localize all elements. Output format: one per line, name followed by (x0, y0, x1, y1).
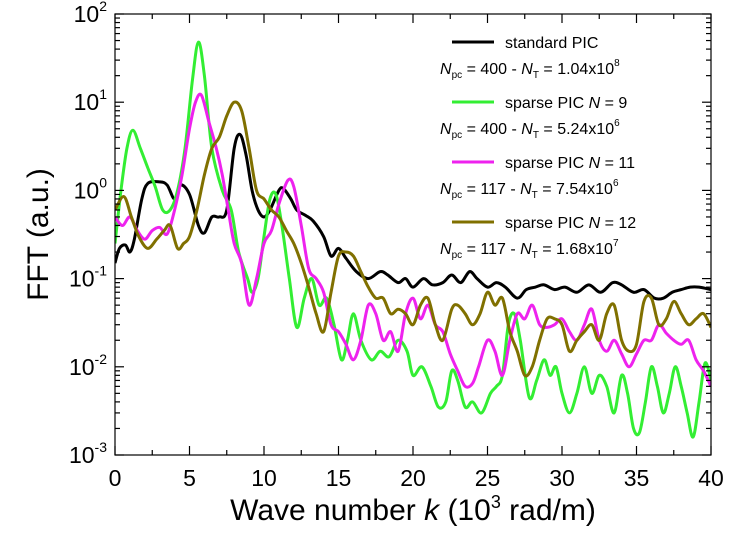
series-line-sparse-pic-n-11 (115, 92, 711, 389)
axis-ticks: 0 5 10 15 20 25 30 35 40 102 101 100 10-1 10-2 10-3 (69, 0, 724, 491)
y-axis-title: FFT (a.u.) (22, 168, 55, 301)
y-tick-label: 102 (74, 0, 108, 27)
legend-label: sparse PIC N = 11 (505, 155, 635, 172)
x-tick-label: 10 (251, 465, 277, 491)
series-layer (115, 40, 711, 439)
y-tick-label: 10-1 (69, 263, 107, 292)
y-tick-label: 10-2 (69, 351, 107, 380)
legend-params: Npc = 400 - NT = 5.24x106 (440, 118, 620, 141)
legend-params: Npc = 400 - NT = 1.04x108 (440, 58, 620, 81)
y-tick-label: 10-3 (69, 439, 107, 468)
x-tick-label: 0 (109, 465, 122, 491)
legend-label: sparse PIC N = 9 (505, 95, 627, 112)
x-tick-label: 15 (326, 465, 352, 491)
y-tick-label: 101 (74, 86, 108, 115)
x-tick-label: 20 (400, 465, 426, 491)
x-tick-label: 5 (183, 465, 196, 491)
legend-params: Npc = 117 - NT = 7.54x106 (440, 178, 619, 201)
legend: standard PIC Npc = 400 - NT = 1.04x108 spa… (440, 35, 636, 261)
x-tick-label: 40 (698, 465, 724, 491)
x-tick-label: 35 (624, 465, 650, 491)
x-tick-label: 25 (475, 465, 501, 491)
x-tick-label: 30 (549, 465, 575, 491)
y-tick-label: 100 (74, 174, 108, 203)
legend-label: sparse PIC N = 12 (505, 215, 636, 232)
plot-frame (114, 13, 712, 456)
x-axis-title: Wave number k (103 rad/m) (230, 492, 596, 527)
legend-label: standard PIC (505, 35, 598, 52)
series-line-sparse-pic-n-12 (115, 100, 711, 378)
legend-params: Npc = 117 - NT = 1.68x107 (440, 238, 619, 261)
